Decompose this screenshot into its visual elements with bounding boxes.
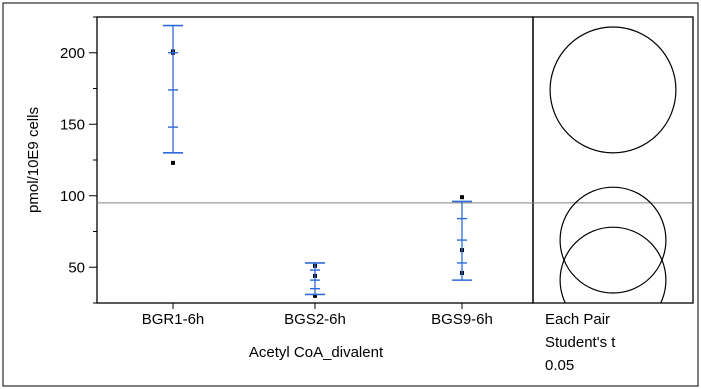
data-points	[171, 49, 464, 298]
y-tick-label-50: 50	[68, 259, 85, 276]
comparison-circles	[549, 26, 677, 303]
comparison-label-line-2: Student's t	[545, 334, 616, 351]
x-axis: BGR1-6h BGS2-6h BGS9-6h	[142, 303, 493, 328]
y-tick-label-100: 100	[60, 188, 85, 205]
error-bars	[163, 24, 472, 296]
comparison-circles-panel	[549, 26, 677, 303]
comparison-label-line-3: 0.05	[545, 357, 574, 374]
data-point-BGR1-6h-0	[171, 160, 175, 165]
plot-area	[96, 16, 694, 304]
comparison-circle-BGS2-6h	[559, 226, 667, 303]
x-tick-label-BGS2-6h: BGS2-6h	[284, 311, 346, 328]
x-tick-label-BGR1-6h: BGR1-6h	[142, 311, 205, 328]
comparison-frame	[532, 16, 694, 304]
x-tick-label-BGS9-6h: BGS9-6h	[431, 311, 493, 328]
y-axis: 50 100 150 200	[60, 16, 97, 304]
y-tick-label-200: 200	[60, 45, 85, 62]
comparison-circle-BGR1-6h	[549, 26, 677, 154]
x-axis-title: Acetyl CoA_divalent	[249, 344, 384, 361]
data-point-BGS9-6h-2	[460, 195, 464, 200]
data-point-BGS2-6h-0	[313, 293, 317, 298]
plot-frame	[96, 16, 534, 304]
y-axis-title: pmol/10E9 cells	[25, 107, 42, 213]
y-tick-label-150: 150	[60, 116, 85, 133]
comparison-circle-BGS9-6h	[559, 186, 667, 294]
comparison-label-line-1: Each Pair	[545, 311, 610, 328]
